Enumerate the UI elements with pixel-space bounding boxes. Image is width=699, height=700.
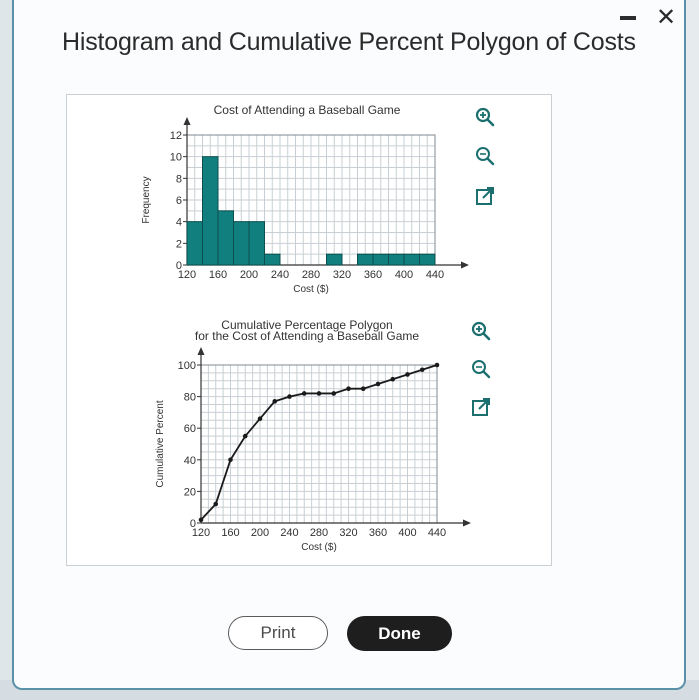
zoom-out-icon[interactable] [474,145,496,167]
data-point [287,394,292,399]
x-tick-label: 320 [333,269,351,281]
histogram-bar [403,253,420,266]
zoom-in-icon[interactable] [474,106,496,128]
histogram-bar [233,221,250,266]
y-tick-label: 100 [178,360,196,372]
histogram-bar [202,156,219,266]
done-button[interactable]: Done [347,616,452,651]
y-tick-label: 4 [176,217,182,229]
y-axis-label: Frequency [141,176,152,223]
charts-panel: 120 160 200 240 280 320 360 400 440 0 2 4 6 8 10 12 Cost… [66,94,552,566]
histogram-bar [372,253,389,266]
data-point [228,457,233,463]
y-tick-label: 60 [184,423,196,435]
expand-icon[interactable] [474,185,496,207]
y-axis-arrow [197,347,205,355]
data-point [257,416,263,422]
x-tick-label: 240 [280,527,298,539]
y-tick-label: 40 [184,455,196,467]
data-point [390,376,396,382]
data-point [242,433,248,439]
x-axis-arrow [463,519,471,527]
zoom-out-icon[interactable] [470,358,492,380]
charts-canvas: 120 160 200 240 280 320 360 400 440024681012Cost… [141,103,471,553]
data-point [360,386,366,392]
expand-icon[interactable] [470,396,492,418]
y-tick-label: 2 [176,238,182,250]
data-point [434,362,440,368]
histogram-bar [419,253,436,266]
x-tick-label: 360 [369,527,387,539]
data-point [301,391,307,396]
x-tick-label: 200 [251,527,269,539]
x-tick-label: 400 [398,527,416,539]
dialog-title: Histogram and Cumulative Percent Polygon… [62,28,636,56]
zoom-in-icon[interactable] [470,320,492,342]
y-tick-label: 12 [170,130,182,142]
data-point [419,367,425,373]
x-tick-label: 200 [240,269,258,281]
x-tick-label: 320 [339,527,357,539]
data-point [213,501,219,507]
histogram-bar [357,253,374,266]
data-point [405,372,410,377]
chart-subtitle: for the Cost of Attending a Baseball Gam… [195,329,419,343]
y-tick-label: 80 [184,392,196,404]
data-point [272,399,278,404]
x-tick-label: 280 [310,527,328,539]
x-tick-label: 160 [221,527,239,539]
data-point [331,391,337,396]
y-axis-arrow [183,117,191,125]
histogram-bar [186,221,203,266]
close-button[interactable]: ✕ [656,4,677,31]
y-tick-label: 8 [176,173,182,185]
x-axis-label: Cost ($) [293,284,329,295]
minimize-button[interactable] [620,16,636,20]
data-point [316,391,322,396]
x-tick-label: 120 [178,269,196,281]
x-tick-label: 360 [364,269,382,281]
histogram-bar [326,253,343,266]
data-point [346,386,351,392]
data-point [375,381,381,387]
y-tick-label: 20 [184,486,196,498]
x-axis-arrow [461,261,469,269]
histogram-bar [217,210,234,266]
chart-title: Cumulative Percentage Polygon [221,318,392,332]
print-button[interactable]: Print [228,616,328,650]
y-tick-label: 0 [190,518,196,530]
x-tick-label: 240 [271,269,289,281]
y-tick-label: 0 [176,260,182,272]
x-tick-label: 160 [209,269,227,281]
histogram-bar [388,253,405,266]
y-tick-label: 10 [170,152,182,164]
histogram-bar [264,253,281,266]
x-tick-label: 400 [395,269,413,281]
y-tick-label: 6 [176,195,182,207]
histogram-bar [248,221,265,266]
x-axis-label: Cost ($) [301,542,337,553]
x-tick-label: 440 [428,527,446,539]
x-tick-label: 120 [192,527,210,539]
y-axis-label: Cumulative Percent [155,400,166,487]
x-tick-label: 440 [426,269,444,281]
data-point [198,517,204,523]
chart-title: Cost of Attending a Baseball Game [214,103,401,117]
x-tick-label: 280 [302,269,320,281]
